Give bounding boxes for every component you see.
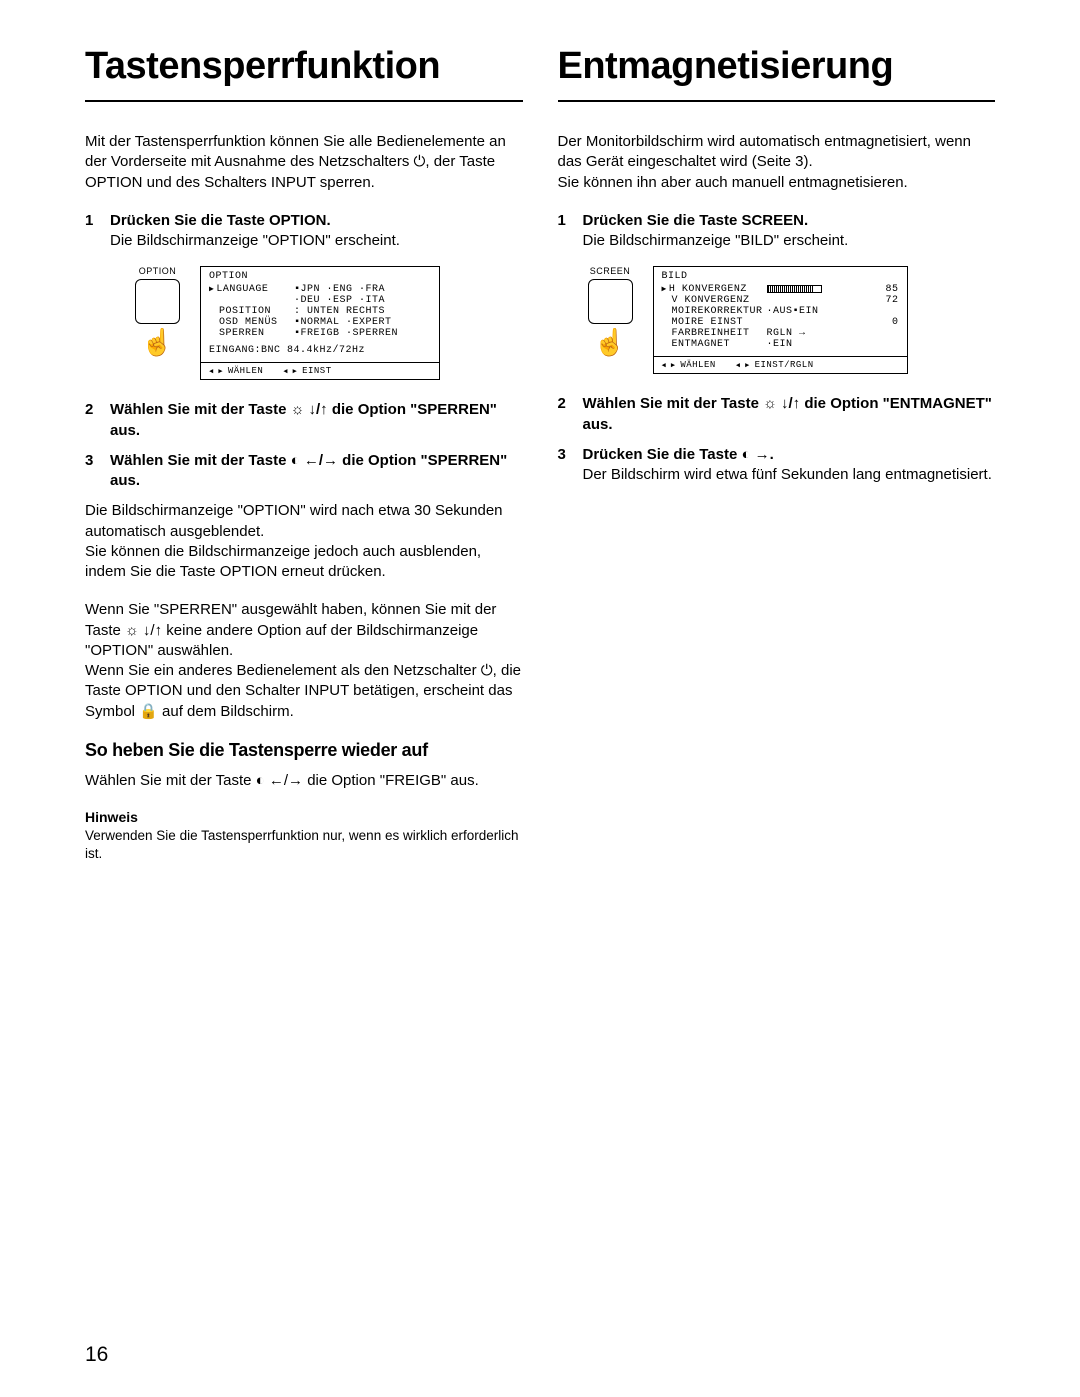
step-number: 2 <box>85 400 100 441</box>
step-number: 2 <box>558 394 573 435</box>
paragraph-auto-hide: Die Bildschirmanzeige "OPTION" wird nach… <box>85 501 523 582</box>
step-1: 1 Drücken Sie die Taste OPTION. Die Bild… <box>85 211 523 252</box>
step-2-title: Wählen Sie mit der Taste ☼ ↓/↑ die Optio… <box>110 400 523 441</box>
page-number: 16 <box>85 1343 108 1367</box>
intro-paragraph-right: Der Monitorbildschirm wird automatisch e… <box>558 132 996 193</box>
step-2-title-right: Wählen Sie mit der Taste ☼ ↓/↑ die Optio… <box>583 394 996 435</box>
screen-button-figure: SCREEN ☝ <box>588 266 633 355</box>
hand-icon: ☝ <box>135 329 180 355</box>
osd-title: BILD <box>662 271 899 282</box>
step-number: 3 <box>558 445 573 486</box>
step-number: 1 <box>558 211 573 252</box>
osd-footer-einst-rgln: EINST/RGLN <box>736 360 814 370</box>
button-shape <box>135 279 180 324</box>
step-number: 3 <box>85 451 100 492</box>
osd-input-line: EINGANG:BNC 84.4kHz/72Hz <box>209 345 431 356</box>
step-3: 3 Wählen Sie mit der Taste ◐ ←/→ die Opt… <box>85 451 523 492</box>
step-2: 2 Wählen Sie mit der Taste ☼ ↓/↑ die Opt… <box>85 400 523 441</box>
heading-tastensperrfunktion: Tastensperrfunktion <box>85 45 523 102</box>
screen-button-label: SCREEN <box>588 266 633 276</box>
step-3-desc-right: Der Bildschirm wird etwa fünf Sekunden l… <box>583 465 996 485</box>
paragraph-freigb: Wählen Sie mit der Taste ◐ ←/→ die Optio… <box>85 771 523 791</box>
figure-option: OPTION ☝ OPTION LANGUAGE▪JPN ·ENG ·FRA ·… <box>135 266 523 380</box>
paragraph-sperren-effect: Wenn Sie "SPERREN" ausgewählt haben, kön… <box>85 600 523 722</box>
bar-indicator <box>767 285 822 293</box>
osd-option-panel: OPTION LANGUAGE▪JPN ·ENG ·FRA ·DEU ·ESP … <box>200 266 440 380</box>
step-1-title: Drücken Sie die Taste OPTION. <box>110 211 523 231</box>
osd-title: OPTION <box>209 271 431 282</box>
left-column: Tastensperrfunktion Mit der Tastensperrf… <box>85 45 523 862</box>
step-3-right: 3 Drücken Sie die Taste ◐ →. Der Bildsch… <box>558 445 996 486</box>
osd-bild-panel: BILD H KONVERGENZ85 V KONVERGENZ72 MOIRE… <box>653 266 908 374</box>
button-shape <box>588 279 633 324</box>
option-button-figure: OPTION ☝ <box>135 266 180 355</box>
step-2-right: 2 Wählen Sie mit der Taste ☼ ↓/↑ die Opt… <box>558 394 996 435</box>
step-1-desc: Die Bildschirmanzeige "OPTION" erscheint… <box>110 231 523 251</box>
step-1-desc-right: Die Bildschirmanzeige "BILD" erscheint. <box>583 231 996 251</box>
hinweis-text: Verwenden Sie die Tastensperrfunktion nu… <box>85 827 523 862</box>
step-1-right: 1 Drücken Sie die Taste SCREEN. Die Bild… <box>558 211 996 252</box>
heading-entmagnetisierung: Entmagnetisierung <box>558 45 996 102</box>
step-3-title: Wählen Sie mit der Taste ◐ ←/→ die Optio… <box>110 451 523 492</box>
subheading-aufheben: So heben Sie die Tastensperre wieder auf <box>85 740 523 761</box>
step-1-title-right: Drücken Sie die Taste SCREEN. <box>583 211 996 231</box>
intro-paragraph: Mit der Tastensperrfunktion können Sie a… <box>85 132 523 193</box>
step-number: 1 <box>85 211 100 252</box>
osd-footer-einst: EINST <box>283 366 331 376</box>
osd-footer-wahlen: WÄHLEN <box>209 366 263 376</box>
hinweis-label: Hinweis <box>85 809 523 825</box>
figure-screen: SCREEN ☝ BILD H KONVERGENZ85 V KONVERGEN… <box>588 266 996 374</box>
step-3-title-right: Drücken Sie die Taste ◐ →. <box>583 445 996 465</box>
hand-icon: ☝ <box>588 329 633 355</box>
right-column: Entmagnetisierung Der Monitorbildschirm … <box>558 45 996 862</box>
osd-footer-wahlen: WÄHLEN <box>662 360 716 370</box>
option-button-label: OPTION <box>135 266 180 276</box>
